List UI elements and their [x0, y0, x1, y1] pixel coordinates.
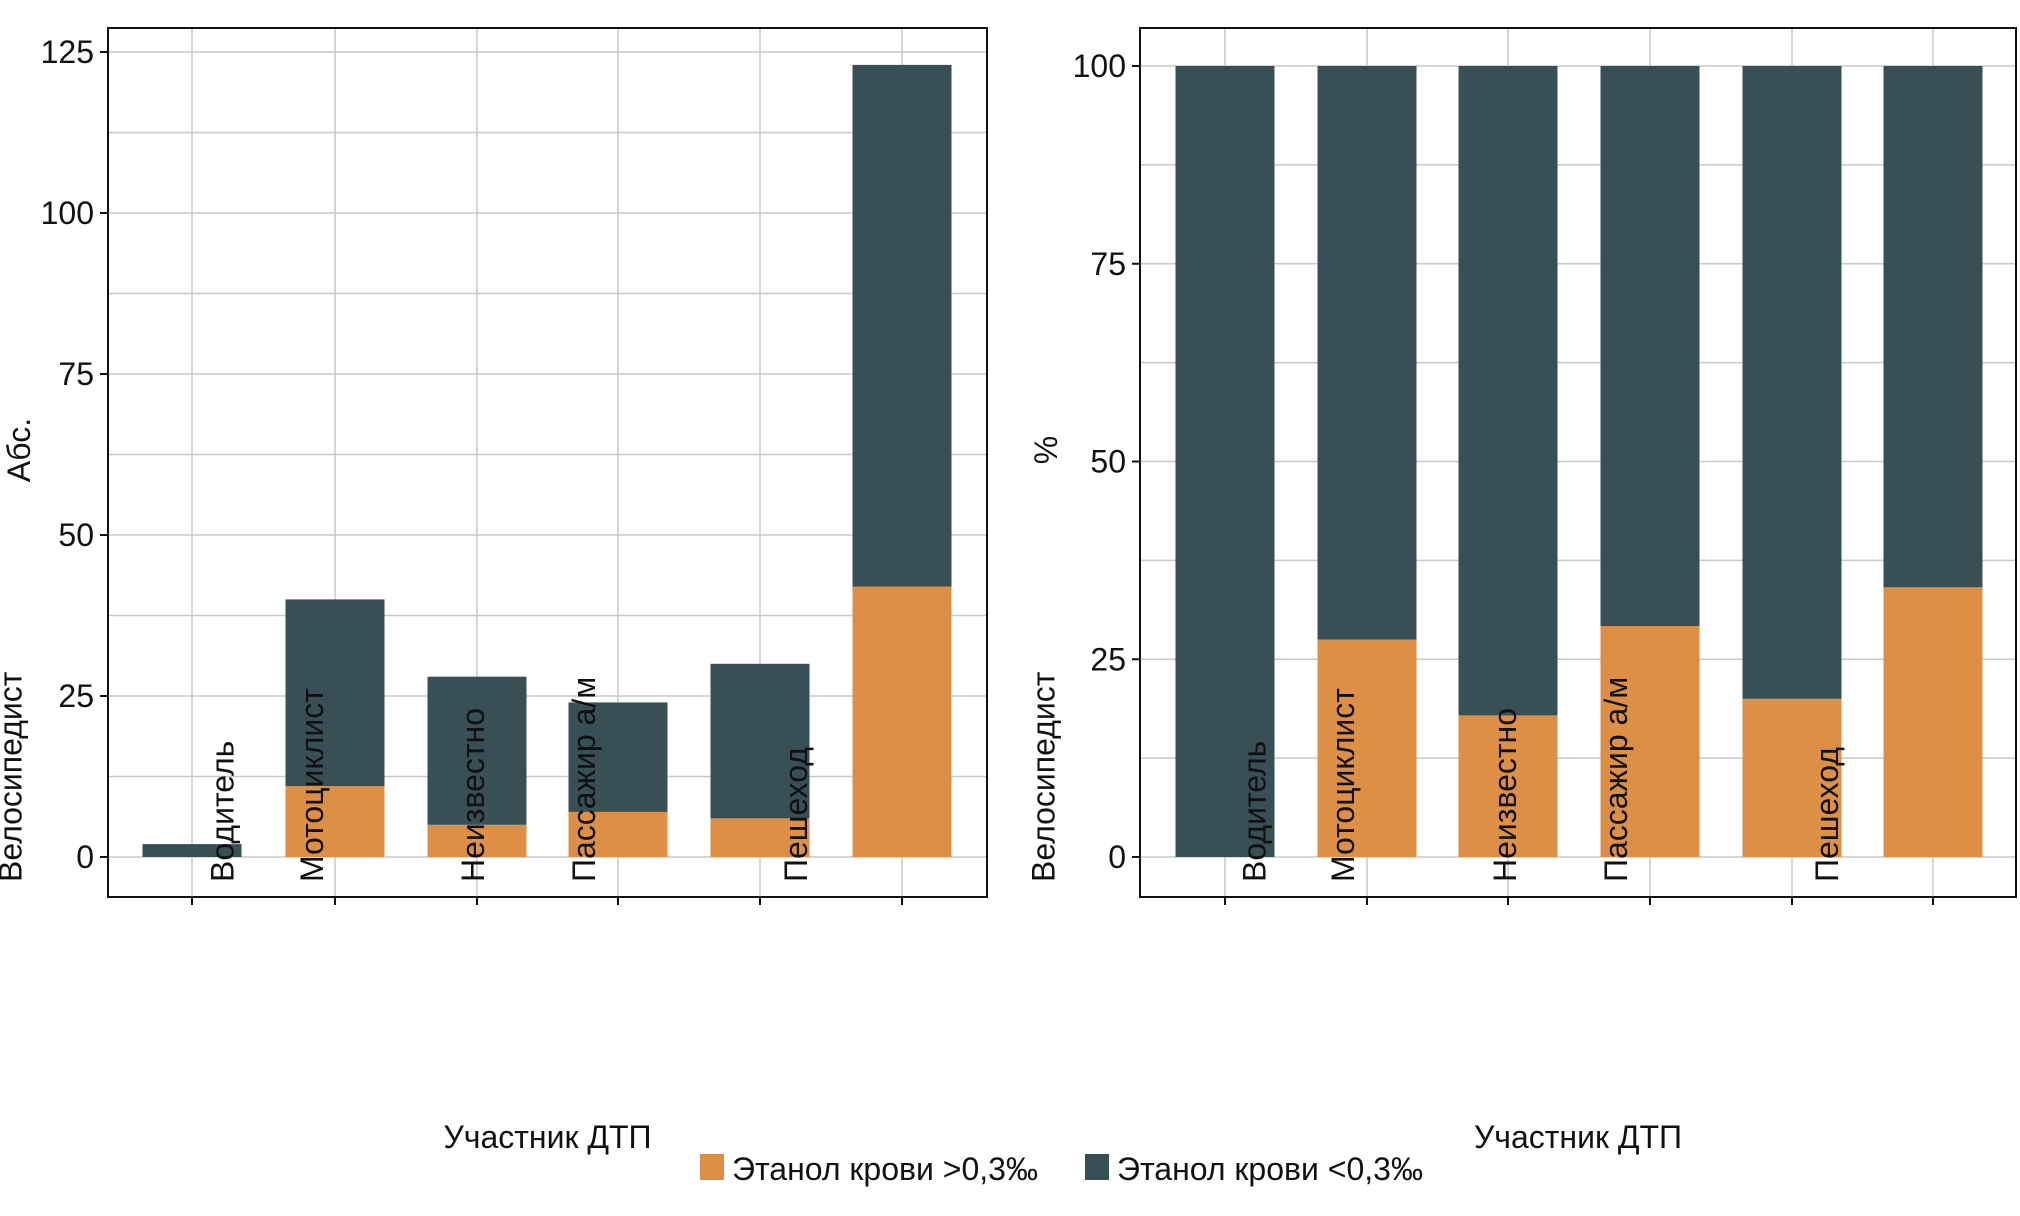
bar-low-5	[852, 64, 952, 587]
legend-label-low: Этанол крови <0,3‰	[1117, 1151, 1423, 1187]
bar-high-3	[568, 811, 668, 857]
x-tick-label: Неизвестно	[1487, 708, 1523, 882]
bar-high-5	[1883, 587, 1983, 857]
bar-high-2	[427, 824, 527, 857]
bar-low-2	[1458, 66, 1558, 716]
bar-high-2	[1458, 715, 1558, 857]
x-tick-label: Пассажир а/м	[566, 677, 602, 882]
y-tick-label: 0	[76, 839, 94, 875]
bar-low-4	[710, 663, 810, 819]
y-axis-title: %	[1028, 436, 1064, 464]
legend-swatch-high	[700, 1154, 724, 1180]
bar-high-1	[285, 786, 385, 857]
bar-high-4	[710, 818, 810, 857]
plot-frame	[107, 27, 988, 898]
y-tick-label: 25	[58, 678, 94, 714]
x-tick-label: Велосипедист	[1026, 671, 1062, 882]
plot-area	[108, 28, 987, 897]
x-tick-label: Мотоциклист	[1325, 688, 1361, 882]
bar-low-0	[1175, 66, 1275, 857]
bar-low-1	[285, 599, 385, 787]
y-axis-title: Абс.	[1, 418, 37, 482]
x-tick-label: Пассажир а/м	[1598, 677, 1634, 882]
x-tick-label: Мотоциклист	[294, 688, 330, 882]
panel-percent: 0 25 50 75 100 Велосипедист Водитель Мотоциклис…	[1026, 27, 2017, 1155]
y-tick-label: 0	[1108, 839, 1126, 875]
x-tick-label: Пешеход	[778, 747, 814, 882]
x-tick-label: Неизвестно	[455, 708, 491, 882]
bar-low-4	[1742, 66, 1842, 699]
x-axis-title: Участник ДТП	[443, 1119, 651, 1155]
x-tick-label: Велосипедист	[0, 671, 29, 882]
legend: Этанол крови >0,3‰ Этанол крови <0,3‰	[700, 1151, 1423, 1187]
bar-high-3	[1600, 626, 1700, 857]
bar-high-5	[852, 586, 952, 857]
bar-low-2	[427, 676, 527, 825]
panel-absolute: 0 25 50 75 100 125 Велосипедист Водитель Мотоцик…	[0, 27, 988, 1155]
y-tick-label: 125	[41, 34, 94, 70]
bar-low-3	[568, 702, 668, 812]
y-tick-label: 50	[58, 517, 94, 553]
bar-high-4	[1742, 698, 1842, 857]
y-tick-label: 75	[58, 356, 94, 392]
x-tick-label: Водитель	[1237, 741, 1273, 882]
x-tick-label: Водитель	[205, 741, 241, 882]
y-tick-label: 100	[1073, 48, 1126, 84]
y-tick-label: 50	[1090, 444, 1126, 480]
bar-low-0	[142, 844, 242, 857]
plot-area	[1140, 28, 2016, 897]
y-tick-label: 25	[1090, 641, 1126, 677]
bar-low-5	[1883, 66, 1983, 588]
x-axis-title: Участник ДТП	[1474, 1119, 1682, 1155]
y-tick-label: 75	[1090, 246, 1126, 282]
x-tick-label: Пешеход	[1809, 747, 1845, 882]
legend-label-high: Этанол крови >0,3‰	[732, 1151, 1038, 1187]
bar-low-3	[1600, 66, 1700, 627]
legend-swatch-low	[1085, 1154, 1109, 1180]
bar-low-1	[1317, 66, 1417, 640]
y-tick-label: 100	[41, 195, 94, 231]
bar-high-1	[1317, 639, 1417, 857]
